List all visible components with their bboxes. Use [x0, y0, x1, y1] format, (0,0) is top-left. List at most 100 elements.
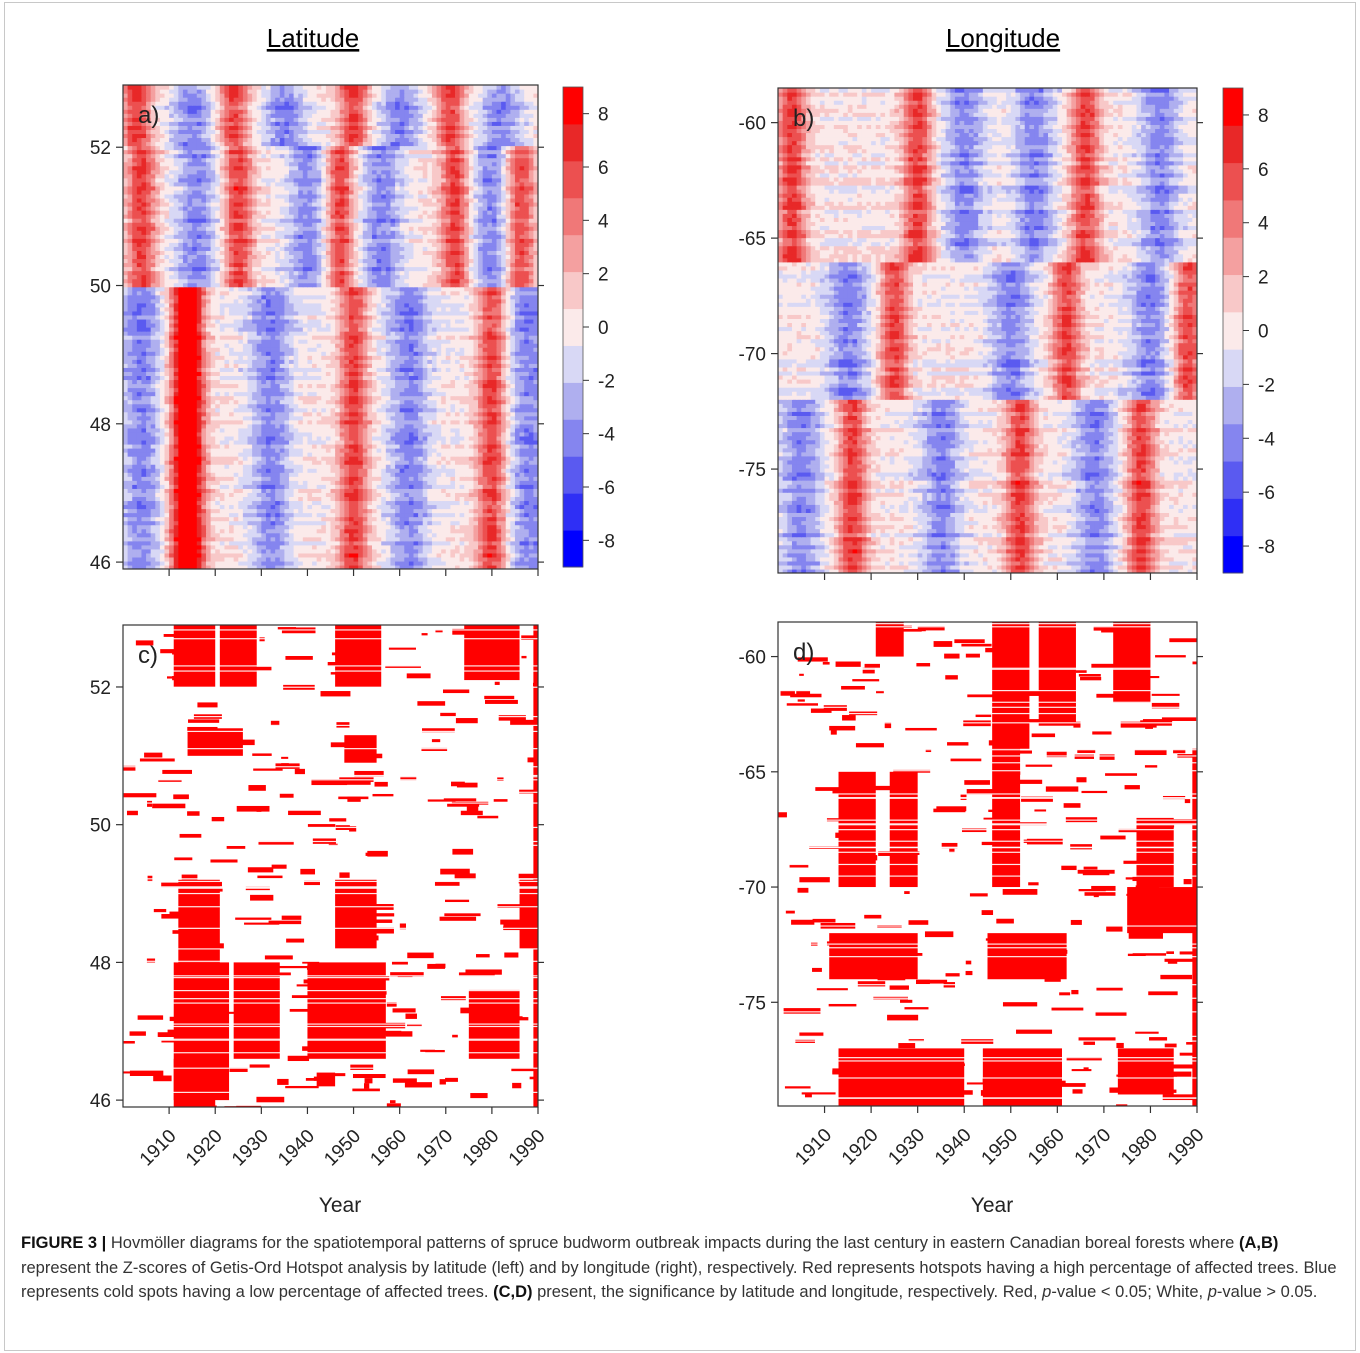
- heat-cell: [302, 480, 309, 485]
- heat-cell: [279, 472, 285, 477]
- heat-cell: [335, 504, 341, 510]
- heat-cell: [413, 363, 419, 368]
- heat-cell: [459, 512, 465, 518]
- heat-cell: [473, 480, 479, 485]
- heat-cell: [150, 484, 156, 489]
- heat-cell: [395, 516, 401, 522]
- heat-cell: [399, 395, 405, 401]
- heat-cell: [464, 443, 470, 449]
- heat-cell: [261, 500, 267, 506]
- heat-cell: [436, 448, 442, 453]
- heat-cell: [330, 403, 336, 409]
- heat-cell: [422, 403, 428, 409]
- heat-cell: [422, 391, 428, 397]
- heat-cell: [413, 419, 419, 425]
- heat-cell: [501, 560, 507, 566]
- heat-cell: [473, 419, 479, 425]
- heat-cell: [455, 427, 461, 433]
- heat-cell: [385, 548, 392, 554]
- heat-cell: [224, 460, 230, 465]
- heat-cell: [505, 460, 511, 465]
- heat-cell: [491, 500, 498, 506]
- heat-cell: [229, 508, 235, 514]
- heat-cell: [358, 411, 364, 417]
- heat-cell: [307, 524, 313, 530]
- heat-cell: [187, 435, 193, 441]
- heat-cell: [487, 488, 493, 493]
- heat-cell: [348, 371, 355, 376]
- heat-cell: [445, 403, 451, 409]
- heat-cell: [431, 540, 438, 546]
- heat-cell: [348, 496, 355, 502]
- heat-cell: [339, 480, 345, 485]
- heat-cell: [123, 411, 129, 417]
- heat-cell: [256, 504, 262, 510]
- heat-cell: [468, 403, 475, 409]
- heat-cell: [127, 391, 133, 397]
- heat-cell: [307, 564, 313, 569]
- heat-cell: [339, 452, 345, 457]
- heat-cell: [353, 488, 359, 493]
- heat-cell: [358, 524, 364, 530]
- heat-cell: [344, 419, 350, 425]
- heat-cell: [279, 387, 285, 393]
- heat-cell: [473, 448, 479, 453]
- heat-cell: [362, 431, 368, 437]
- heat-cell: [215, 456, 221, 461]
- heat-cell: [501, 395, 507, 401]
- heat-cell: [339, 540, 345, 546]
- heat-cell: [275, 355, 281, 360]
- heat-cell: [335, 488, 341, 493]
- heat-cell: [385, 403, 392, 409]
- heat-cell: [238, 504, 244, 510]
- heat-cell: [431, 560, 438, 566]
- heat-cell: [150, 564, 156, 569]
- heat-cell: [210, 500, 216, 506]
- heat-cell: [219, 347, 226, 352]
- heat-cell: [418, 435, 424, 441]
- heat-cell: [150, 472, 156, 477]
- heat-cell: [487, 552, 493, 558]
- heat-cell: [427, 427, 433, 433]
- heat-cell: [275, 480, 281, 485]
- heat-cell: [233, 419, 239, 425]
- heat-cell: [330, 492, 336, 497]
- heat-cell: [238, 427, 244, 433]
- heat-cell: [141, 484, 147, 489]
- heat-cell: [413, 359, 419, 364]
- heat-cell: [206, 540, 212, 546]
- heat-cell: [233, 347, 239, 352]
- heat-cell: [496, 379, 502, 385]
- heat-cell: [252, 540, 258, 546]
- heat-cell: [413, 379, 419, 385]
- heat-cell: [496, 399, 502, 405]
- heat-cell: [441, 472, 447, 477]
- heat-cell: [390, 552, 396, 558]
- heat-cell: [298, 395, 304, 401]
- heat-cell: [164, 448, 170, 453]
- heat-cell: [316, 452, 322, 457]
- heat-cell: [376, 480, 382, 485]
- heat-cell: [381, 472, 387, 477]
- heat-cell: [399, 375, 405, 381]
- heat-cell: [312, 399, 318, 405]
- heat-cell: [210, 371, 216, 376]
- heat-cell: [146, 540, 152, 546]
- heat-cell: [201, 484, 207, 489]
- heat-cell: [422, 407, 428, 413]
- heat-cell: [229, 419, 235, 425]
- heat-cell: [123, 387, 129, 393]
- heat-cell: [459, 379, 465, 385]
- heat-cell: [422, 448, 428, 453]
- heat-cell: [146, 564, 152, 569]
- heat-cell: [192, 367, 198, 372]
- heat-cell: [427, 448, 433, 453]
- heat-cell: [159, 556, 166, 562]
- heat-cell: [182, 367, 189, 372]
- heat-cell: [219, 427, 226, 433]
- heat-cell: [362, 488, 368, 493]
- heat-cell: [339, 468, 345, 473]
- heat-cell: [307, 383, 313, 389]
- heat-cell: [270, 443, 276, 449]
- heat-cell: [422, 371, 428, 376]
